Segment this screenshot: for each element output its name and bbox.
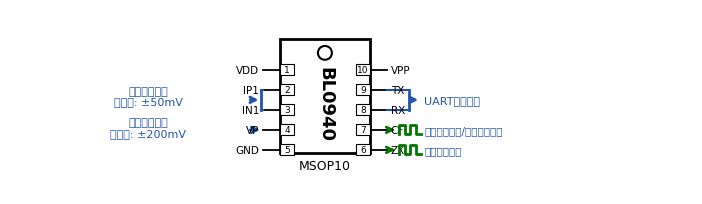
Text: BL0940: BL0940 (316, 67, 334, 142)
Text: 峰峰値: ±50mV: 峰峰値: ±50mV (114, 97, 183, 107)
Text: 1: 1 (284, 66, 290, 75)
Text: 4: 4 (284, 126, 290, 135)
Text: 电压过零输出: 电压过零输出 (425, 145, 463, 155)
Bar (356, 65, 370, 76)
Text: VDD: VDD (236, 65, 259, 75)
Text: IP1: IP1 (243, 85, 259, 95)
Bar (280, 105, 294, 116)
Text: ZX: ZX (391, 145, 405, 155)
Text: 2: 2 (284, 86, 290, 95)
Text: MSOP10: MSOP10 (299, 159, 351, 172)
Bar (280, 40, 370, 153)
Text: 10: 10 (357, 66, 369, 75)
Text: 电能脉冲输出/过流报警输出: 电能脉冲输出/过流报警输出 (425, 125, 503, 135)
Bar (356, 105, 370, 116)
Text: UART通信接口: UART通信接口 (424, 95, 480, 105)
Bar (356, 145, 370, 155)
Text: 6: 6 (360, 146, 366, 155)
Text: 电压采样信号: 电压采样信号 (128, 118, 168, 128)
Text: 峰峰値: ±200mV: 峰峰値: ±200mV (110, 128, 186, 138)
Bar (356, 125, 370, 136)
Text: 5: 5 (284, 146, 290, 155)
Text: 电流采样信号: 电流采样信号 (128, 86, 168, 96)
Text: CF: CF (391, 125, 404, 135)
Circle shape (318, 47, 332, 61)
Text: 9: 9 (360, 86, 366, 95)
Text: VP: VP (246, 125, 259, 135)
Text: VPP: VPP (391, 65, 411, 75)
Text: TX: TX (391, 85, 404, 95)
Text: RX: RX (391, 105, 405, 115)
Text: 8: 8 (360, 106, 366, 115)
Text: 3: 3 (284, 106, 290, 115)
Bar (280, 65, 294, 76)
Bar (280, 145, 294, 155)
Bar (356, 85, 370, 96)
Bar (280, 125, 294, 136)
Text: 7: 7 (360, 126, 366, 135)
Text: IN1: IN1 (241, 105, 259, 115)
Text: GND: GND (235, 145, 259, 155)
Bar (280, 85, 294, 96)
